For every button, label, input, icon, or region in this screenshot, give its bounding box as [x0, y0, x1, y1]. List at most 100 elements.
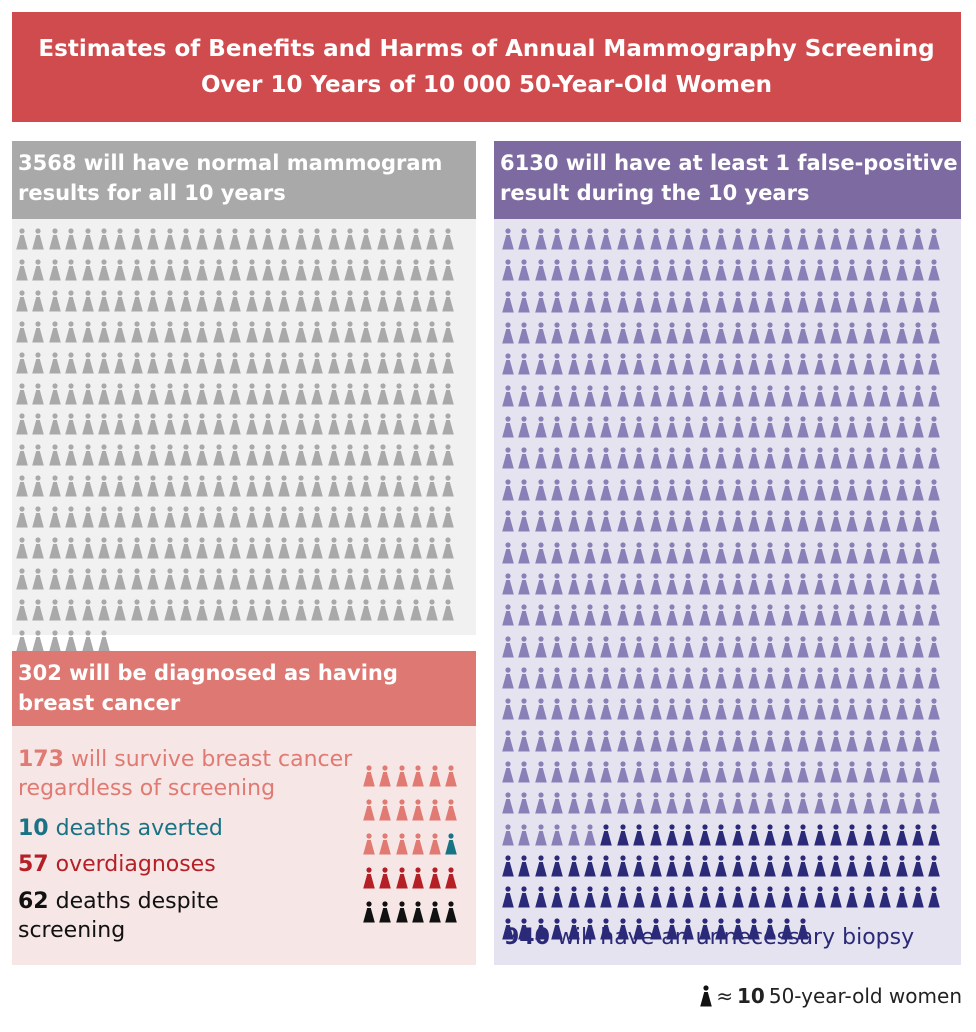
person-icon	[780, 385, 793, 411]
person-icon	[830, 510, 842, 536]
person-icon	[393, 321, 405, 347]
person-icon	[147, 537, 159, 563]
person-icon	[666, 259, 678, 285]
person-icon	[426, 444, 438, 470]
person-icon	[502, 259, 514, 285]
person-icon	[311, 506, 323, 532]
person-icon	[81, 321, 94, 347]
person-icon	[502, 635, 514, 662]
person-icon	[748, 385, 760, 411]
person-icon	[502, 824, 514, 850]
person-icon	[600, 667, 613, 693]
person-icon	[862, 698, 875, 724]
person-icon	[928, 698, 941, 724]
person-icon	[262, 321, 274, 347]
person-icon	[879, 824, 891, 850]
person-icon	[584, 604, 596, 630]
person-icon	[98, 321, 110, 347]
person-icon	[502, 228, 514, 254]
person-icon	[715, 667, 727, 693]
person-icon	[846, 792, 859, 818]
person-icon	[81, 537, 94, 563]
person-icon	[229, 475, 241, 501]
person-icon	[229, 444, 241, 470]
person-icon	[715, 855, 727, 881]
outcome-deaths-despite: 62 deaths despite screening	[18, 887, 258, 945]
person-icon	[731, 855, 744, 881]
person-icon	[813, 541, 826, 568]
person-icon	[895, 322, 908, 348]
person-icon	[748, 541, 760, 568]
person-icon	[344, 351, 356, 378]
person-icon	[518, 667, 531, 693]
person-icon	[344, 599, 356, 625]
person-icon	[294, 444, 307, 470]
person-icon	[846, 573, 859, 599]
person-icon	[262, 537, 274, 563]
person-icon	[600, 792, 613, 818]
person-icon	[649, 855, 662, 881]
person-icon	[879, 855, 891, 881]
person-icon	[327, 259, 340, 285]
person-icon	[376, 382, 389, 409]
person-icon	[360, 228, 373, 254]
person-icon	[633, 761, 645, 787]
person-icon	[633, 447, 645, 473]
person-icon	[780, 259, 793, 285]
person-icon	[196, 290, 209, 316]
person-icon	[344, 382, 356, 409]
person-icon	[212, 290, 225, 316]
person-icon	[534, 761, 547, 787]
person-icon	[748, 635, 760, 662]
person-icon	[912, 541, 924, 568]
person-icon	[616, 667, 629, 693]
person-icon	[731, 792, 744, 818]
person-icon	[813, 322, 826, 348]
biopsy-text: will have an unnecessary biopsy	[556, 925, 915, 950]
person-icon	[428, 833, 441, 859]
legend-number: 10	[737, 984, 765, 1008]
person-icon	[912, 447, 924, 473]
person-icon	[518, 479, 531, 505]
person-icon	[567, 259, 580, 285]
person-icon	[928, 635, 941, 662]
person-icon	[813, 792, 826, 818]
person-icon	[649, 479, 662, 505]
person-icon	[780, 228, 793, 254]
person-icon	[895, 792, 908, 818]
person-icon	[616, 322, 629, 348]
person-icon	[428, 867, 441, 893]
person-icon	[731, 259, 744, 285]
person-icon	[196, 413, 209, 439]
person-icon	[797, 479, 809, 505]
person-icon	[163, 382, 176, 409]
person-icon	[180, 475, 192, 501]
person-icon	[715, 824, 727, 850]
person-icon	[327, 290, 340, 316]
person-icon	[879, 416, 891, 442]
person-icon	[600, 604, 613, 630]
person-icon	[780, 792, 793, 818]
person-icon	[567, 322, 580, 348]
person-icon	[445, 901, 457, 927]
person-icon	[748, 416, 760, 442]
person-icon	[311, 413, 323, 439]
person-icon	[616, 635, 629, 662]
person-icon	[163, 413, 176, 439]
person-icon	[16, 630, 28, 656]
person-icon	[912, 604, 924, 630]
person-icon	[245, 444, 258, 470]
person-icon	[98, 506, 110, 532]
person-icon	[879, 291, 891, 317]
person-icon	[600, 510, 613, 536]
person-icon	[600, 291, 613, 317]
person-icon	[551, 322, 563, 348]
person-icon	[616, 886, 629, 912]
person-icon	[633, 855, 645, 881]
person-icon	[567, 792, 580, 818]
person-icon	[311, 475, 323, 501]
person-icon	[633, 385, 645, 411]
person-icon	[48, 444, 61, 470]
person-icon	[879, 447, 891, 473]
person-icon	[360, 599, 373, 625]
